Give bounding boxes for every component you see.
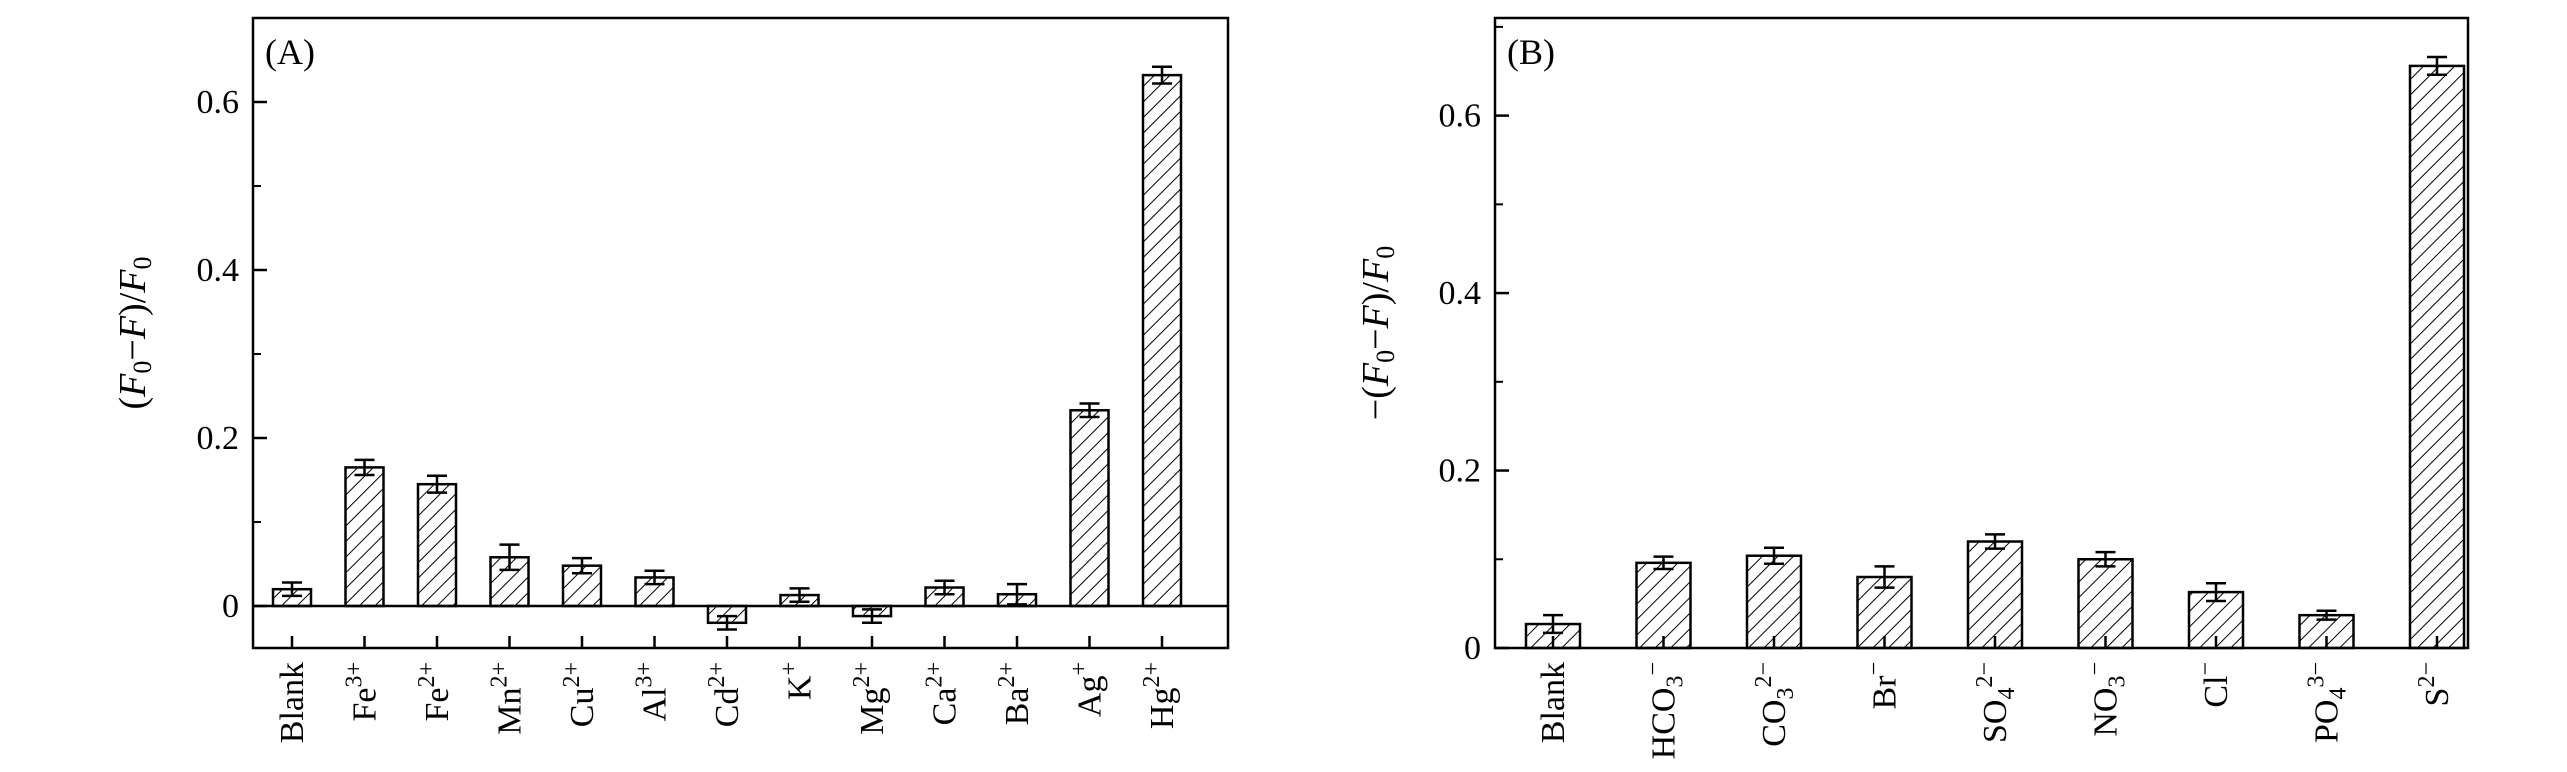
x-tick-label: Cd2+ <box>704 662 746 727</box>
bar <box>416 482 458 608</box>
x-tick-label: Blank <box>1535 662 1572 743</box>
panel-b-chart: 0 0.2 0.4 0.6 (B) −(F0−F)/F0 Blank HCO3− CO32− Br… <box>1355 16 2470 759</box>
bar <box>344 466 385 608</box>
plot-frame <box>251 16 1230 650</box>
x-tick-label: PO43− <box>2304 662 2352 743</box>
x-tick-label: Br− <box>1862 662 1904 710</box>
bar <box>1069 409 1110 608</box>
y-tick-label: 0.2 <box>197 420 240 457</box>
x-tick-label: Al3+ <box>632 662 674 722</box>
y-axis-title: −(F0−F)/F0 <box>1355 246 1400 420</box>
panel-label: (B) <box>1507 32 1555 72</box>
x-tick-label: K+ <box>777 662 819 700</box>
y-tick-label: 0.4 <box>197 252 240 289</box>
bar <box>2408 64 2466 650</box>
y-tick-label: 0.6 <box>197 84 240 121</box>
x-tick-label: SO42− <box>1972 662 2020 743</box>
y-axis-title: (F0−F)/F0 <box>112 257 157 410</box>
y-tick-label: 0 <box>222 588 239 625</box>
x-tick-label: NO3− <box>2083 662 2131 737</box>
x-tick-label: Fe3+ <box>342 662 384 722</box>
x-tick-label: S2− <box>2414 662 2456 706</box>
x-tick-label: CO32− <box>1751 662 1799 747</box>
x-tick-label: Fe2+ <box>414 662 456 722</box>
x-tick-label: Ca2+ <box>922 662 964 725</box>
x-tick-label: Cl− <box>2193 662 2235 708</box>
bar <box>1966 540 2024 650</box>
panel-label: (A) <box>265 32 315 72</box>
panel-a-chart: 0 0.2 0.4 0.6 (A) (F0−F)/F0 Blank Fe3+ Fe2+ Mn2+ C… <box>112 16 1230 743</box>
x-tick-label: Blank <box>274 662 311 743</box>
x-tick-label: Cu2+ <box>559 662 601 727</box>
x-tick-label: Ag+ <box>1067 662 1109 717</box>
y-tick-label: 0.6 <box>1439 98 1482 135</box>
x-tick-label: Mg2+ <box>849 662 891 735</box>
y-tick-label: 0 <box>1464 630 1481 667</box>
x-tick-label: Mn2+ <box>487 662 529 735</box>
x-tick-label: HCO3− <box>1641 662 1689 759</box>
bar <box>1635 561 1692 650</box>
bar <box>1745 554 1803 650</box>
y-tick-label: 0.4 <box>1439 275 1482 312</box>
y-tick-label: 0.2 <box>1439 453 1482 490</box>
bar <box>1141 73 1183 608</box>
bar <box>2077 558 2134 650</box>
x-tick-label: Ba2+ <box>994 662 1036 725</box>
x-tick-label: Hg2+ <box>1139 662 1181 729</box>
